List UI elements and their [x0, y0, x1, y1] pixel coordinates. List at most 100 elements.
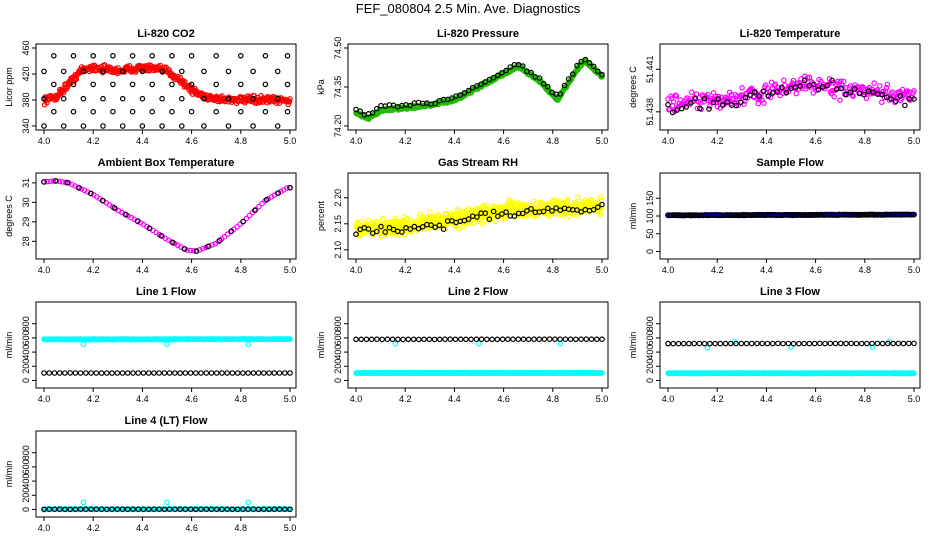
data-point	[911, 340, 917, 347]
data-point	[557, 340, 564, 347]
data-point	[876, 83, 883, 89]
data-point	[511, 213, 518, 219]
data-point	[129, 108, 136, 115]
data-point	[158, 232, 164, 239]
data-point	[146, 225, 153, 232]
y-tick-label: 600	[21, 330, 31, 345]
data-point	[494, 72, 501, 79]
data-point	[851, 86, 858, 92]
data-point	[683, 104, 690, 110]
x-tick-label: 4.2	[87, 394, 100, 404]
data-point	[588, 336, 595, 343]
data-point	[822, 340, 828, 347]
y-tick-label: 74.50	[333, 37, 343, 60]
panel-title: Gas Stream RH	[438, 157, 518, 169]
data-point	[864, 340, 870, 347]
data-point	[110, 81, 116, 88]
data-point	[274, 95, 281, 102]
data-point	[790, 340, 797, 347]
data-point	[884, 340, 891, 347]
x-tick-label: 4.8	[859, 136, 872, 146]
data-point	[594, 68, 601, 75]
data-point	[260, 370, 267, 376]
x-tick-label: 4.2	[399, 394, 412, 404]
data-point	[599, 201, 605, 208]
panel-title: Ambient Box Temperature	[98, 157, 235, 169]
data-point	[228, 228, 235, 235]
data-point	[825, 81, 832, 88]
data-point	[879, 91, 885, 98]
data-point	[549, 208, 555, 214]
data-point	[586, 59, 593, 66]
data-point	[41, 123, 47, 129]
data-point	[287, 96, 293, 102]
data-point	[667, 106, 673, 112]
points-layer	[353, 336, 605, 377]
points-layer	[41, 52, 293, 129]
points-layer	[353, 194, 605, 239]
x-tick-label: 4.2	[711, 394, 724, 404]
data-point	[691, 340, 698, 347]
data-point	[590, 206, 597, 213]
data-point	[832, 340, 839, 347]
y-tick-label: 200	[21, 488, 31, 503]
data-point	[284, 185, 290, 191]
series-1-sec	[41, 336, 293, 348]
data-point	[686, 340, 692, 347]
x-tick-label: 4.8	[859, 265, 872, 275]
y-tick-label: 50	[645, 229, 655, 239]
y-axis-label: ml/min	[316, 332, 326, 359]
y-tick-label: 0	[645, 249, 655, 254]
points-layer	[665, 211, 917, 219]
data-point	[479, 221, 486, 227]
data-point	[680, 340, 687, 347]
data-point	[373, 105, 380, 112]
data-point	[701, 340, 708, 347]
data-point	[170, 239, 176, 246]
data-point	[145, 370, 152, 376]
data-point	[216, 237, 223, 244]
y-axis-label: ml/min	[628, 332, 638, 359]
data-point	[262, 108, 269, 115]
y-tick-label: 340	[21, 118, 31, 133]
data-point	[888, 96, 895, 102]
data-point	[796, 340, 802, 347]
data-point	[599, 370, 605, 376]
data-point	[747, 92, 753, 99]
data-point	[911, 211, 917, 218]
data-point	[503, 67, 509, 74]
data-point	[712, 340, 718, 347]
data-point	[369, 110, 376, 116]
data-point	[911, 96, 917, 102]
data-point	[835, 78, 841, 85]
points-layer	[41, 499, 293, 513]
data-point	[670, 340, 677, 347]
data-point	[238, 52, 244, 59]
data-point	[717, 340, 724, 347]
data-point	[751, 89, 758, 95]
data-point	[378, 223, 384, 230]
data-point	[64, 179, 71, 186]
series-1-sec	[353, 340, 605, 377]
y-tick-label: 600	[645, 330, 655, 345]
data-point	[213, 370, 220, 376]
data-point	[847, 89, 854, 96]
figure-title: FEF_080804 2.5 Min. Ave. Diagnostics	[355, 1, 581, 16]
data-point	[88, 370, 94, 376]
data-point	[465, 87, 472, 94]
x-tick-label: 4.6	[497, 265, 510, 275]
plot-frame	[347, 301, 609, 389]
data-point	[582, 56, 589, 63]
data-point	[411, 223, 418, 230]
data-point	[764, 340, 771, 347]
data-point	[205, 243, 211, 250]
data-point	[262, 52, 269, 59]
data-point	[473, 336, 480, 343]
data-point	[274, 68, 281, 75]
y-tick-label: 200	[333, 359, 343, 374]
data-point	[696, 340, 703, 347]
data-point	[675, 340, 682, 347]
